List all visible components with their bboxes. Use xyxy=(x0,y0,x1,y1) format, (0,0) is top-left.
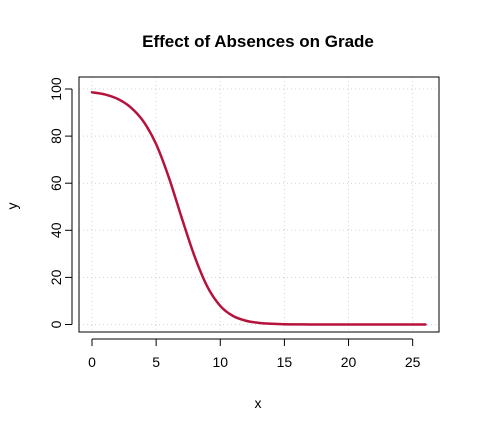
x-axis-label: x xyxy=(255,395,262,411)
y-tick-label: 60 xyxy=(48,175,64,191)
series-line xyxy=(90,91,427,326)
x-tick-label: 10 xyxy=(212,354,228,370)
series xyxy=(90,91,427,326)
x-tick-label: 0 xyxy=(88,354,96,370)
y-tick-label: 100 xyxy=(48,77,64,101)
x-tick-label: 5 xyxy=(152,354,160,370)
y-tick-label: 0 xyxy=(48,320,64,328)
x-tick-label: 15 xyxy=(277,354,293,370)
x-tick-label: 25 xyxy=(405,354,421,370)
y-tick-label: 40 xyxy=(48,222,64,238)
grid xyxy=(79,77,439,332)
plot-frame xyxy=(78,76,440,333)
chart-title: Effect of Absences on Grade xyxy=(142,32,374,51)
y-tick-label: 20 xyxy=(48,269,64,285)
x-tick-label: 20 xyxy=(341,354,357,370)
y-axis-label: y xyxy=(4,203,20,210)
y-tick-label: 80 xyxy=(48,128,64,144)
axes: 0 5 10 15 20 25 0 20 40 60 80 100 xyxy=(48,77,421,370)
